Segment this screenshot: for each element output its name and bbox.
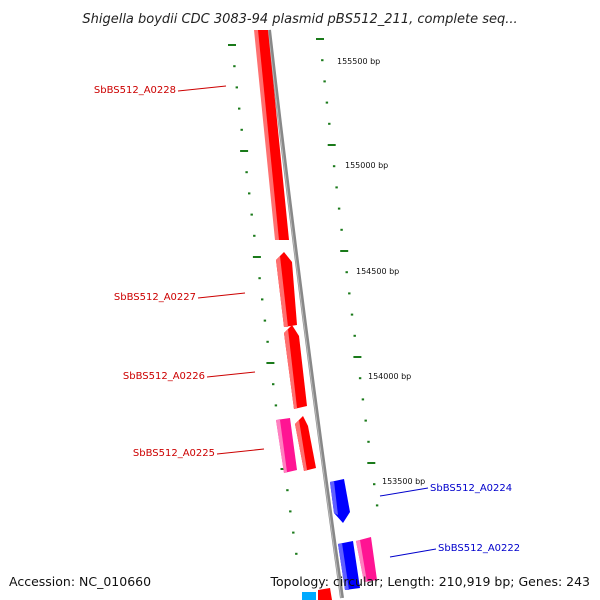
gene-highlight [254, 30, 279, 240]
gene-highlight [284, 329, 297, 409]
gene-highlight [276, 256, 288, 327]
tick-mark [332, 165, 336, 168]
bp-label-group: 155500 bp 155000 bp 154500 bp 154000 bp … [337, 57, 425, 486]
tick-mark [240, 150, 249, 152]
gene-highlight [356, 540, 367, 582]
leader-line [216, 448, 265, 455]
tick-mark [253, 234, 256, 237]
tick-mark [350, 313, 354, 316]
bp-label: 154500 bp [356, 267, 399, 276]
tick-mark [373, 483, 376, 486]
tick-mark [245, 171, 248, 174]
bp-label: 153500 bp [382, 477, 425, 486]
tick-mark [238, 107, 241, 110]
tick-mark [348, 292, 351, 295]
leader-line [379, 487, 429, 497]
tick-mark [248, 192, 251, 195]
leader-line [197, 292, 246, 299]
tick-mark [295, 552, 298, 555]
tick-mark [353, 334, 356, 337]
gene-label-a0222[interactable]: SbBS512_A0222 [389, 543, 520, 558]
tick-mark [328, 122, 331, 125]
gene-label-a0227[interactable]: SbBS512_A0227 [114, 292, 246, 303]
leader-line [177, 85, 227, 92]
tick-mark [337, 207, 341, 210]
bp-label: 154000 bp [368, 372, 411, 381]
bp-label: 155000 bp [345, 161, 388, 170]
map-title: Shigella boydii CDC 3083-94 plasmid pBS5… [82, 12, 517, 27]
tick-mark [353, 356, 362, 358]
tick-mark [325, 101, 329, 104]
gene-highlight [338, 543, 349, 590]
tick-mark [235, 86, 238, 89]
gene-label-text[interactable]: SbBS512_A0224 [430, 483, 512, 494]
tick-mark [367, 440, 370, 443]
tick-mark [345, 271, 348, 274]
gene-block-partial-cyan [302, 592, 316, 600]
topology-summary: Topology: circular; Length: 210,919 bp; … [270, 574, 591, 589]
tick-mark [233, 65, 236, 68]
gene-block-a0228[interactable] [255, 30, 289, 240]
gene-label-a0228[interactable]: SbBS512_A0228 [94, 85, 227, 96]
accession-label: Accession: NC_010660 [9, 574, 152, 589]
tick-mark [367, 462, 376, 464]
tick-mark [286, 489, 289, 492]
leader-line [206, 371, 256, 378]
gene-highlight [330, 481, 338, 515]
tick-mark [289, 510, 292, 513]
gene-highlight [276, 420, 287, 473]
tick-mark [340, 250, 349, 252]
tick-mark [250, 213, 253, 216]
tick-mark [361, 398, 365, 401]
gene-label-a0224[interactable]: SbBS512_A0224 [379, 483, 512, 497]
gene-label-a0225[interactable]: SbBS512_A0225 [133, 448, 265, 459]
backbone-line [267, 29, 344, 599]
tick-mark [240, 128, 243, 131]
outer-tick-arc [316, 38, 379, 507]
gene-label-text[interactable]: SbBS512_A0227 [114, 292, 196, 303]
tick-mark [292, 531, 295, 534]
tick-mark [274, 404, 278, 407]
tick-mark [263, 319, 267, 322]
tick-mark [327, 144, 336, 146]
gene-block-partial-red [318, 588, 332, 600]
tick-mark [340, 228, 343, 231]
gene-label-text[interactable]: SbBS512_A0226 [123, 371, 205, 382]
gene-label-a0226[interactable]: SbBS512_A0226 [123, 371, 256, 382]
tick-mark [364, 419, 367, 422]
tick-mark [266, 362, 275, 364]
tick-mark [321, 59, 324, 62]
tick-mark [258, 277, 261, 280]
tick-mark [261, 298, 264, 301]
tick-mark [335, 186, 338, 189]
tick-mark [266, 340, 269, 343]
tick-mark [323, 80, 326, 83]
gene-highlight [295, 420, 307, 471]
bp-label: 155500 bp [337, 57, 380, 66]
leader-line [389, 548, 437, 558]
tick-mark [358, 377, 362, 380]
tick-mark [272, 383, 275, 386]
gene-label-text[interactable]: SbBS512_A0228 [94, 85, 176, 96]
tick-mark [252, 256, 261, 258]
gene-label-text[interactable]: SbBS512_A0222 [438, 543, 520, 554]
tick-mark [375, 504, 379, 507]
tick-mark [228, 44, 236, 46]
gene-label-text[interactable]: SbBS512_A0225 [133, 448, 215, 459]
backbone-highlight [267, 29, 342, 599]
tick-mark [316, 38, 324, 40]
